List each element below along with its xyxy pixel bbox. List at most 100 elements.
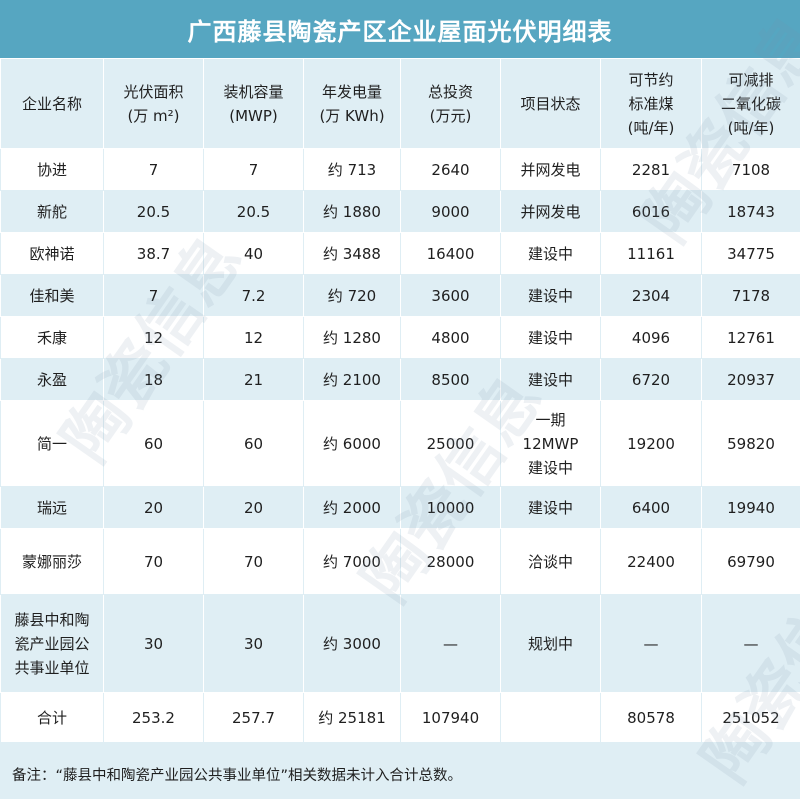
cell-co2: 251052 [701,692,800,743]
cell-co2: 59820 [701,400,800,487]
cell-power: 约 3488 [303,232,401,275]
cell-area: 60 [103,400,204,487]
cell-co2: 19940 [701,486,800,529]
cell-company: 协进 [0,148,104,191]
cell-status: 规划中 [500,594,601,693]
cell-co2: 7178 [701,274,800,317]
cell-company: 永盈 [0,358,104,401]
table-row: 禾康 12 12 约 1280 4800 建设中 4096 12761 [0,316,800,359]
cell-invest: 107940 [400,692,501,743]
cell-co2: — [701,594,800,693]
cell-company: 合计 [0,692,104,743]
cell-capacity: 70 [203,528,304,595]
cell-status: 一期 12MWP 建设中 [500,400,601,487]
header-area: 光伏面积 (万 m²) [103,58,204,149]
cell-capacity: 20 [203,486,304,529]
cell-invest: 16400 [400,232,501,275]
cell-status: 建设中 [500,232,601,275]
cell-co2: 18743 [701,190,800,233]
cell-area: 18 [103,358,204,401]
cell-area: 7 [103,274,204,317]
cell-capacity: 7.2 [203,274,304,317]
cell-area: 253.2 [103,692,204,743]
table-row: 永盈 18 21 约 2100 8500 建设中 6720 20937 [0,358,800,401]
table-row: 协进 7 7 约 713 2640 并网发电 2281 7108 [0,148,800,191]
footnote: 备注：“藤县中和陶瓷产业园公共事业单位”相关数据未计入合计总数。 [0,750,800,799]
cell-area: 7 [103,148,204,191]
cell-capacity: 40 [203,232,304,275]
header-co2: 可减排 二氧化碳 (吨/年) [701,58,800,149]
cell-invest: 10000 [400,486,501,529]
cell-area: 70 [103,528,204,595]
cell-power: 约 2100 [303,358,401,401]
header-capacity: 装机容量 (MWP) [203,58,304,149]
cell-invest: 28000 [400,528,501,595]
cell-coal: 22400 [600,528,702,595]
cell-invest: 8500 [400,358,501,401]
header-row: 企业名称 光伏面积 (万 m²) 装机容量 (MWP) 年发电量 (万 KWh) 总投… [0,58,800,149]
table-row: 藤县中和陶 瓷产业园公 共事业单位 30 30 约 3000 — 规划中 — — [0,594,800,693]
table-row: 佳和美 7 7.2 约 720 3600 建设中 2304 7178 [0,274,800,317]
cell-invest: 4800 [400,316,501,359]
cell-area: 20 [103,486,204,529]
cell-invest: 2640 [400,148,501,191]
cell-area: 30 [103,594,204,693]
cell-power: 约 713 [303,148,401,191]
cell-area: 38.7 [103,232,204,275]
cell-status: 建设中 [500,274,601,317]
cell-coal: 80578 [600,692,702,743]
cell-company: 蒙娜丽莎 [0,528,104,595]
cell-capacity: 7 [203,148,304,191]
cell-coal: 6016 [600,190,702,233]
table-row: 瑞远 20 20 约 2000 10000 建设中 6400 19940 [0,486,800,529]
cell-power: 约 3000 [303,594,401,693]
cell-company: 简一 [0,400,104,487]
cell-invest: — [400,594,501,693]
cell-coal: 4096 [600,316,702,359]
cell-capacity: 12 [203,316,304,359]
cell-co2: 34775 [701,232,800,275]
cell-capacity: 60 [203,400,304,487]
cell-coal: 19200 [600,400,702,487]
table-row: 蒙娜丽莎 70 70 约 7000 28000 洽谈中 22400 69790 [0,528,800,595]
cell-coal: 2281 [600,148,702,191]
cell-co2: 7108 [701,148,800,191]
cell-coal: 6720 [600,358,702,401]
header-power: 年发电量 (万 KWh) [303,58,401,149]
table-row: 简一 60 60 约 6000 25000 一期 12MWP 建设中 19200 5… [0,400,800,487]
cell-capacity: 30 [203,594,304,693]
cell-status: 建设中 [500,486,601,529]
cell-capacity: 257.7 [203,692,304,743]
table-row: 欧神诺 38.7 40 约 3488 16400 建设中 11161 34775 [0,232,800,275]
cell-power: 约 720 [303,274,401,317]
cell-status: 建设中 [500,316,601,359]
cell-capacity: 21 [203,358,304,401]
cell-company: 新舵 [0,190,104,233]
cell-capacity: 20.5 [203,190,304,233]
cell-area: 20.5 [103,190,204,233]
cell-coal: — [600,594,702,693]
cell-invest: 9000 [400,190,501,233]
cell-status [500,692,601,743]
cell-company: 藤县中和陶 瓷产业园公 共事业单位 [0,594,104,693]
cell-company: 佳和美 [0,274,104,317]
cell-power: 约 2000 [303,486,401,529]
cell-area: 12 [103,316,204,359]
cell-invest: 25000 [400,400,501,487]
cell-company: 瑞远 [0,486,104,529]
header-coal: 可节约 标准煤 (吨/年) [600,58,702,149]
cell-status: 建设中 [500,358,601,401]
cell-coal: 6400 [600,486,702,529]
table-row: 新舵 20.5 20.5 约 1880 9000 并网发电 6016 18743 [0,190,800,233]
cell-power: 约 25181 [303,692,401,743]
photovoltaic-table: 企业名称 光伏面积 (万 m²) 装机容量 (MWP) 年发电量 (万 KWh) 总投… [0,58,800,743]
cell-coal: 2304 [600,274,702,317]
cell-status: 洽谈中 [500,528,601,595]
cell-power: 约 7000 [303,528,401,595]
cell-company: 禾康 [0,316,104,359]
cell-invest: 3600 [400,274,501,317]
cell-co2: 20937 [701,358,800,401]
header-company: 企业名称 [0,58,104,149]
cell-co2: 69790 [701,528,800,595]
